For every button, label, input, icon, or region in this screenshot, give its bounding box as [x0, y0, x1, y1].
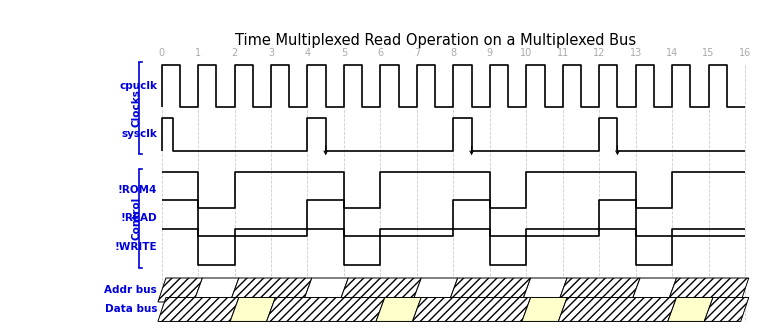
Polygon shape — [522, 297, 567, 322]
Polygon shape — [376, 297, 421, 322]
Text: 16: 16 — [739, 48, 751, 58]
Polygon shape — [194, 278, 239, 302]
Text: 2: 2 — [231, 48, 238, 58]
Text: 0: 0 — [159, 48, 165, 58]
Text: 6: 6 — [377, 48, 384, 58]
Text: 9: 9 — [486, 48, 493, 58]
Polygon shape — [632, 278, 676, 302]
Text: !READ: !READ — [121, 213, 157, 223]
Polygon shape — [267, 297, 385, 322]
Polygon shape — [705, 297, 749, 322]
Title: Time Multiplexed Read Operation on a Multiplexed Bus: Time Multiplexed Read Operation on a Mul… — [235, 33, 635, 48]
Text: sysclk: sysclk — [122, 129, 157, 139]
Polygon shape — [449, 278, 530, 302]
Text: 13: 13 — [629, 48, 641, 58]
Text: Data bus: Data bus — [105, 304, 157, 314]
Polygon shape — [522, 278, 567, 302]
Polygon shape — [668, 297, 713, 322]
Polygon shape — [158, 297, 239, 322]
Text: !WRITE: !WRITE — [115, 242, 157, 252]
Text: Clocks: Clocks — [131, 89, 141, 127]
Text: 10: 10 — [520, 48, 533, 58]
Text: Control: Control — [131, 197, 141, 240]
Polygon shape — [559, 297, 676, 322]
Polygon shape — [230, 278, 312, 302]
Polygon shape — [158, 278, 202, 302]
Text: Addr bus: Addr bus — [104, 285, 157, 295]
Text: 1: 1 — [195, 48, 201, 58]
Text: 11: 11 — [556, 48, 569, 58]
Text: 4: 4 — [305, 48, 311, 58]
Polygon shape — [230, 297, 275, 322]
Text: !ROM4: !ROM4 — [118, 185, 157, 195]
Text: 7: 7 — [413, 48, 420, 58]
Polygon shape — [668, 278, 749, 302]
Polygon shape — [559, 278, 640, 302]
Text: cpuclk: cpuclk — [119, 81, 157, 91]
Text: 14: 14 — [666, 48, 678, 58]
Text: 8: 8 — [450, 48, 457, 58]
Polygon shape — [303, 278, 348, 302]
Text: 15: 15 — [702, 48, 715, 58]
Polygon shape — [340, 278, 421, 302]
Polygon shape — [413, 278, 458, 302]
Text: 3: 3 — [268, 48, 274, 58]
Polygon shape — [413, 297, 530, 322]
Text: 12: 12 — [593, 48, 606, 58]
Text: 5: 5 — [340, 48, 347, 58]
